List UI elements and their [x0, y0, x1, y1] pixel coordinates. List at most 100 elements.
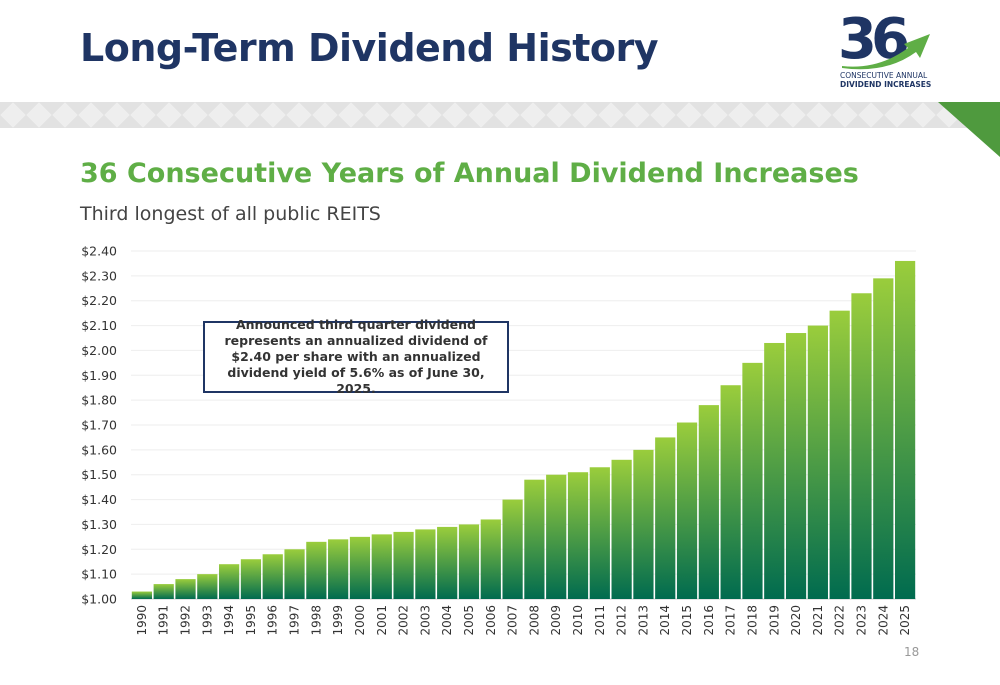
bar-1995 — [240, 559, 262, 599]
x-tick-label: 1993 — [200, 605, 214, 636]
x-tick-label: 2004 — [440, 605, 454, 636]
bar-2016 — [698, 405, 719, 599]
corner-accent — [938, 102, 1000, 157]
arrow-icon — [842, 34, 930, 70]
callout-text: Announced third quarter dividend represe… — [224, 317, 488, 396]
logo: 36 CONSECUTIVE ANNUAL DIVIDEND INCREASES — [838, 8, 934, 90]
page-number: 18 — [904, 645, 920, 659]
x-tick-label: 2018 — [745, 605, 759, 636]
page-title: Long-Term Dividend History — [80, 26, 659, 70]
y-tick-label: $1.90 — [81, 368, 117, 383]
bar-1990 — [131, 591, 153, 599]
x-tick-label: 1992 — [179, 605, 193, 636]
x-tick-label: 2000 — [353, 605, 367, 636]
bar-2011 — [589, 467, 610, 599]
bar-1997 — [284, 549, 305, 599]
x-tick-label: 1996 — [266, 605, 280, 636]
x-tick-label: 2024 — [876, 605, 890, 636]
bar-2005 — [458, 524, 480, 599]
y-tick-label: $1.40 — [81, 492, 117, 507]
x-tick-label: 2020 — [789, 605, 803, 636]
x-axis: 1990 1991 1992 1993 1994 1995 1996 1997 1998 1999… — [135, 605, 912, 636]
x-tick-label: 2002 — [397, 605, 411, 636]
x-tick-label: 2007 — [506, 605, 520, 636]
bar-2006 — [480, 519, 501, 599]
bars — [131, 260, 916, 599]
x-tick-label: 2001 — [375, 605, 389, 636]
y-tick-label: $1.10 — [81, 567, 117, 582]
bar-1999 — [328, 539, 349, 599]
x-tick-label: 2016 — [702, 605, 716, 636]
bar-1993 — [197, 574, 218, 599]
y-tick-label: $2.10 — [81, 318, 117, 333]
x-tick-label: 2022 — [833, 605, 847, 636]
bar-1992 — [175, 579, 196, 599]
bar-2002 — [393, 531, 414, 599]
y-tick-label: $1.70 — [81, 418, 117, 433]
x-tick-label: 2006 — [484, 605, 498, 636]
bar-2010 — [567, 472, 589, 599]
bar-2004 — [437, 526, 458, 599]
grid-lines — [131, 250, 916, 600]
bar-2023 — [851, 293, 872, 599]
bar-1991 — [153, 584, 174, 599]
bar-2003 — [415, 529, 436, 599]
x-tick-label: 1990 — [135, 605, 149, 636]
bar-2000 — [349, 536, 371, 599]
x-tick-label: 2015 — [680, 605, 694, 636]
bar-2008 — [524, 479, 545, 599]
bar-2001 — [371, 534, 392, 599]
bar-2019 — [764, 342, 785, 599]
bar-2013 — [633, 449, 654, 599]
y-tick-label: $1.50 — [81, 467, 117, 482]
x-tick-label: 1999 — [331, 605, 345, 636]
x-tick-label: 2003 — [418, 605, 432, 636]
x-tick-label: 2023 — [854, 605, 868, 636]
decorative-band — [0, 102, 1000, 128]
bar-2021 — [807, 325, 828, 599]
x-tick-label: 2025 — [898, 605, 912, 636]
bar-2018 — [742, 362, 763, 599]
x-tick-label: 2012 — [615, 605, 629, 636]
y-tick-label: $2.40 — [81, 244, 117, 259]
x-tick-label: 1998 — [309, 605, 323, 636]
bar-2009 — [546, 474, 567, 599]
bar-2015 — [676, 422, 698, 599]
bar-2020 — [785, 333, 807, 599]
x-tick-label: 1991 — [157, 605, 171, 636]
x-tick-label: 1995 — [244, 605, 258, 636]
bar-1996 — [262, 554, 283, 599]
x-tick-label: 2008 — [527, 605, 541, 636]
y-tick-label: $1.00 — [81, 592, 117, 607]
x-tick-label: 2017 — [724, 605, 738, 636]
x-tick-label: 1997 — [288, 605, 302, 636]
logo-caption-line2: DIVIDEND INCREASES — [840, 80, 932, 89]
chart-subtitle: 36 Consecutive Years of Annual Dividend … — [80, 158, 859, 189]
x-tick-label: 2014 — [658, 605, 672, 636]
x-tick-label: 2019 — [767, 605, 781, 636]
y-axis: $1.00 $1.10 $1.20 $1.30 $1.40 $1.50 $1.60 $1.70… — [81, 244, 117, 607]
bar-2012 — [611, 459, 632, 599]
bar-2022 — [829, 310, 850, 599]
bar-2017 — [720, 385, 741, 599]
x-tick-label: 2009 — [549, 605, 563, 636]
y-tick-label: $2.00 — [81, 343, 117, 358]
bar-2024 — [873, 278, 894, 599]
dividend-callout: Announced third quarter dividend represe… — [203, 317, 509, 396]
bar-1998 — [306, 541, 327, 599]
bar-2007 — [502, 499, 523, 599]
x-tick-label: 2005 — [462, 605, 476, 636]
x-tick-label: 1994 — [222, 605, 236, 636]
bar-2025 — [894, 260, 916, 599]
y-tick-label: $2.20 — [81, 293, 117, 308]
x-tick-label: 2011 — [593, 605, 607, 636]
y-tick-label: $1.80 — [81, 393, 117, 408]
x-tick-label: 2021 — [811, 605, 825, 636]
bar-2014 — [655, 437, 676, 599]
x-tick-label: 2010 — [571, 605, 585, 636]
y-tick-label: $1.20 — [81, 542, 117, 557]
y-tick-label: $2.30 — [81, 268, 117, 283]
chart-tagline: Third longest of all public REITS — [80, 203, 381, 225]
logo-caption-line1: CONSECUTIVE ANNUAL — [840, 71, 928, 80]
